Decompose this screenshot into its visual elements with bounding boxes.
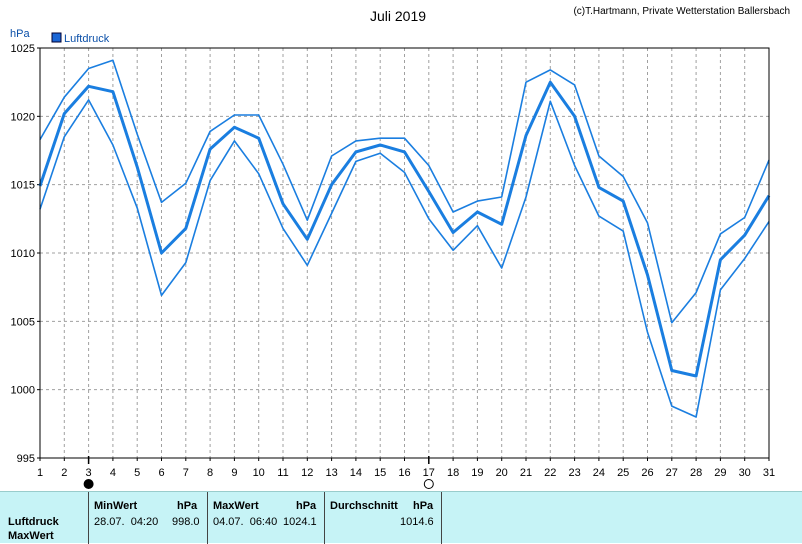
x-tick-label: 31 [763, 467, 775, 479]
y-tick-label: 1000 [11, 385, 35, 397]
y-axis-labels: 995 1000 1005 1010 1015 1020 1025 [11, 43, 40, 465]
x-tick-label: 8 [207, 467, 213, 479]
series-line-max [39, 59, 770, 324]
y-tick-label: 1010 [11, 248, 35, 260]
x-tick-label: 28 [690, 467, 702, 479]
full-moon-icon [423, 479, 434, 489]
x-tick-label: 26 [641, 467, 653, 479]
x-tick-label: 4 [110, 467, 116, 479]
plot-frame [39, 47, 770, 459]
x-tick-label: 29 [714, 467, 726, 479]
avg-value: 1014.6 [400, 516, 434, 528]
chart-title: Juli 2019 [370, 8, 426, 24]
min-header: MinWert [94, 500, 138, 512]
new-moon-icon [83, 479, 94, 489]
x-tick-label: 19 [471, 467, 483, 479]
max-value: 1024.1 [283, 516, 317, 528]
column-divider [441, 492, 442, 544]
column-divider [207, 492, 208, 544]
y-tick-label: 995 [17, 453, 35, 465]
series-line-min [39, 99, 770, 418]
x-tick-label: 30 [739, 467, 751, 479]
pressure-chart: Juli 2019 (c)T.Hartmann, Private Wetters… [10, 6, 790, 489]
series-lines [38, 59, 771, 418]
min-value: 998.0 [172, 516, 200, 528]
x-axis-labels: 1 2 3 4 5 6 7 8 9 10 11 12 13 14 15 16 17 18 19 20 21 22 23 24 2… [37, 458, 775, 479]
y-axis-unit: hPa [10, 28, 30, 40]
x-tick-label: 21 [520, 467, 532, 479]
statistics-panel: MinWert hPa MaxWert hPa Durchschnitt hPa… [0, 491, 802, 544]
x-tick-label: 12 [301, 467, 313, 479]
x-tick-label: 23 [568, 467, 580, 479]
avg-header: Durchschnitt [330, 500, 398, 512]
x-tick-label: 18 [447, 467, 459, 479]
copyright-note: (c)T.Hartmann, Private Wetterstation Bal… [573, 6, 790, 17]
x-tick-label: 17 [423, 467, 435, 479]
x-tick-label: 3 [86, 467, 92, 479]
x-tick-label: 20 [496, 467, 508, 479]
min-unit: hPa [177, 500, 198, 512]
y-tick-label: 1005 [11, 316, 35, 328]
x-tick-label: 16 [398, 467, 410, 479]
x-tick-label: 25 [617, 467, 629, 479]
x-tick-label: 11 [277, 467, 288, 479]
max-datetime: 04.07. 06:40 [213, 516, 278, 528]
y-tick-label: 1025 [11, 43, 35, 55]
row-label-2: MaxWert [8, 530, 54, 542]
min-datetime: 28.07. 04:20 [94, 516, 159, 528]
series-line-average [38, 80, 771, 378]
x-tick-label: 2 [61, 467, 67, 479]
legend-label: Luftdruck [64, 33, 110, 45]
x-tick-label: 15 [374, 467, 386, 479]
row-label: Luftdruck [8, 516, 59, 528]
x-tick-label: 13 [325, 467, 337, 479]
y-tick-label: 1015 [11, 180, 35, 192]
legend-swatch [51, 32, 62, 43]
max-header: MaxWert [213, 500, 259, 512]
avg-unit: hPa [413, 500, 434, 512]
x-tick-label: 7 [183, 467, 189, 479]
max-unit: hPa [296, 500, 317, 512]
x-axis-markers [83, 456, 434, 489]
column-divider [88, 492, 89, 544]
x-tick-label: 27 [666, 467, 678, 479]
column-divider [324, 492, 325, 544]
y-tick-label: 1020 [11, 111, 35, 123]
x-tick-label: 14 [350, 467, 362, 479]
x-tick-label: 9 [231, 467, 237, 479]
x-tick-label: 5 [134, 467, 140, 479]
x-tick-label: 1 [37, 467, 43, 479]
x-tick-label: 6 [158, 467, 164, 479]
x-tick-label: 24 [593, 467, 605, 479]
x-tick-label: 22 [544, 467, 556, 479]
x-tick-label: 10 [253, 467, 265, 479]
